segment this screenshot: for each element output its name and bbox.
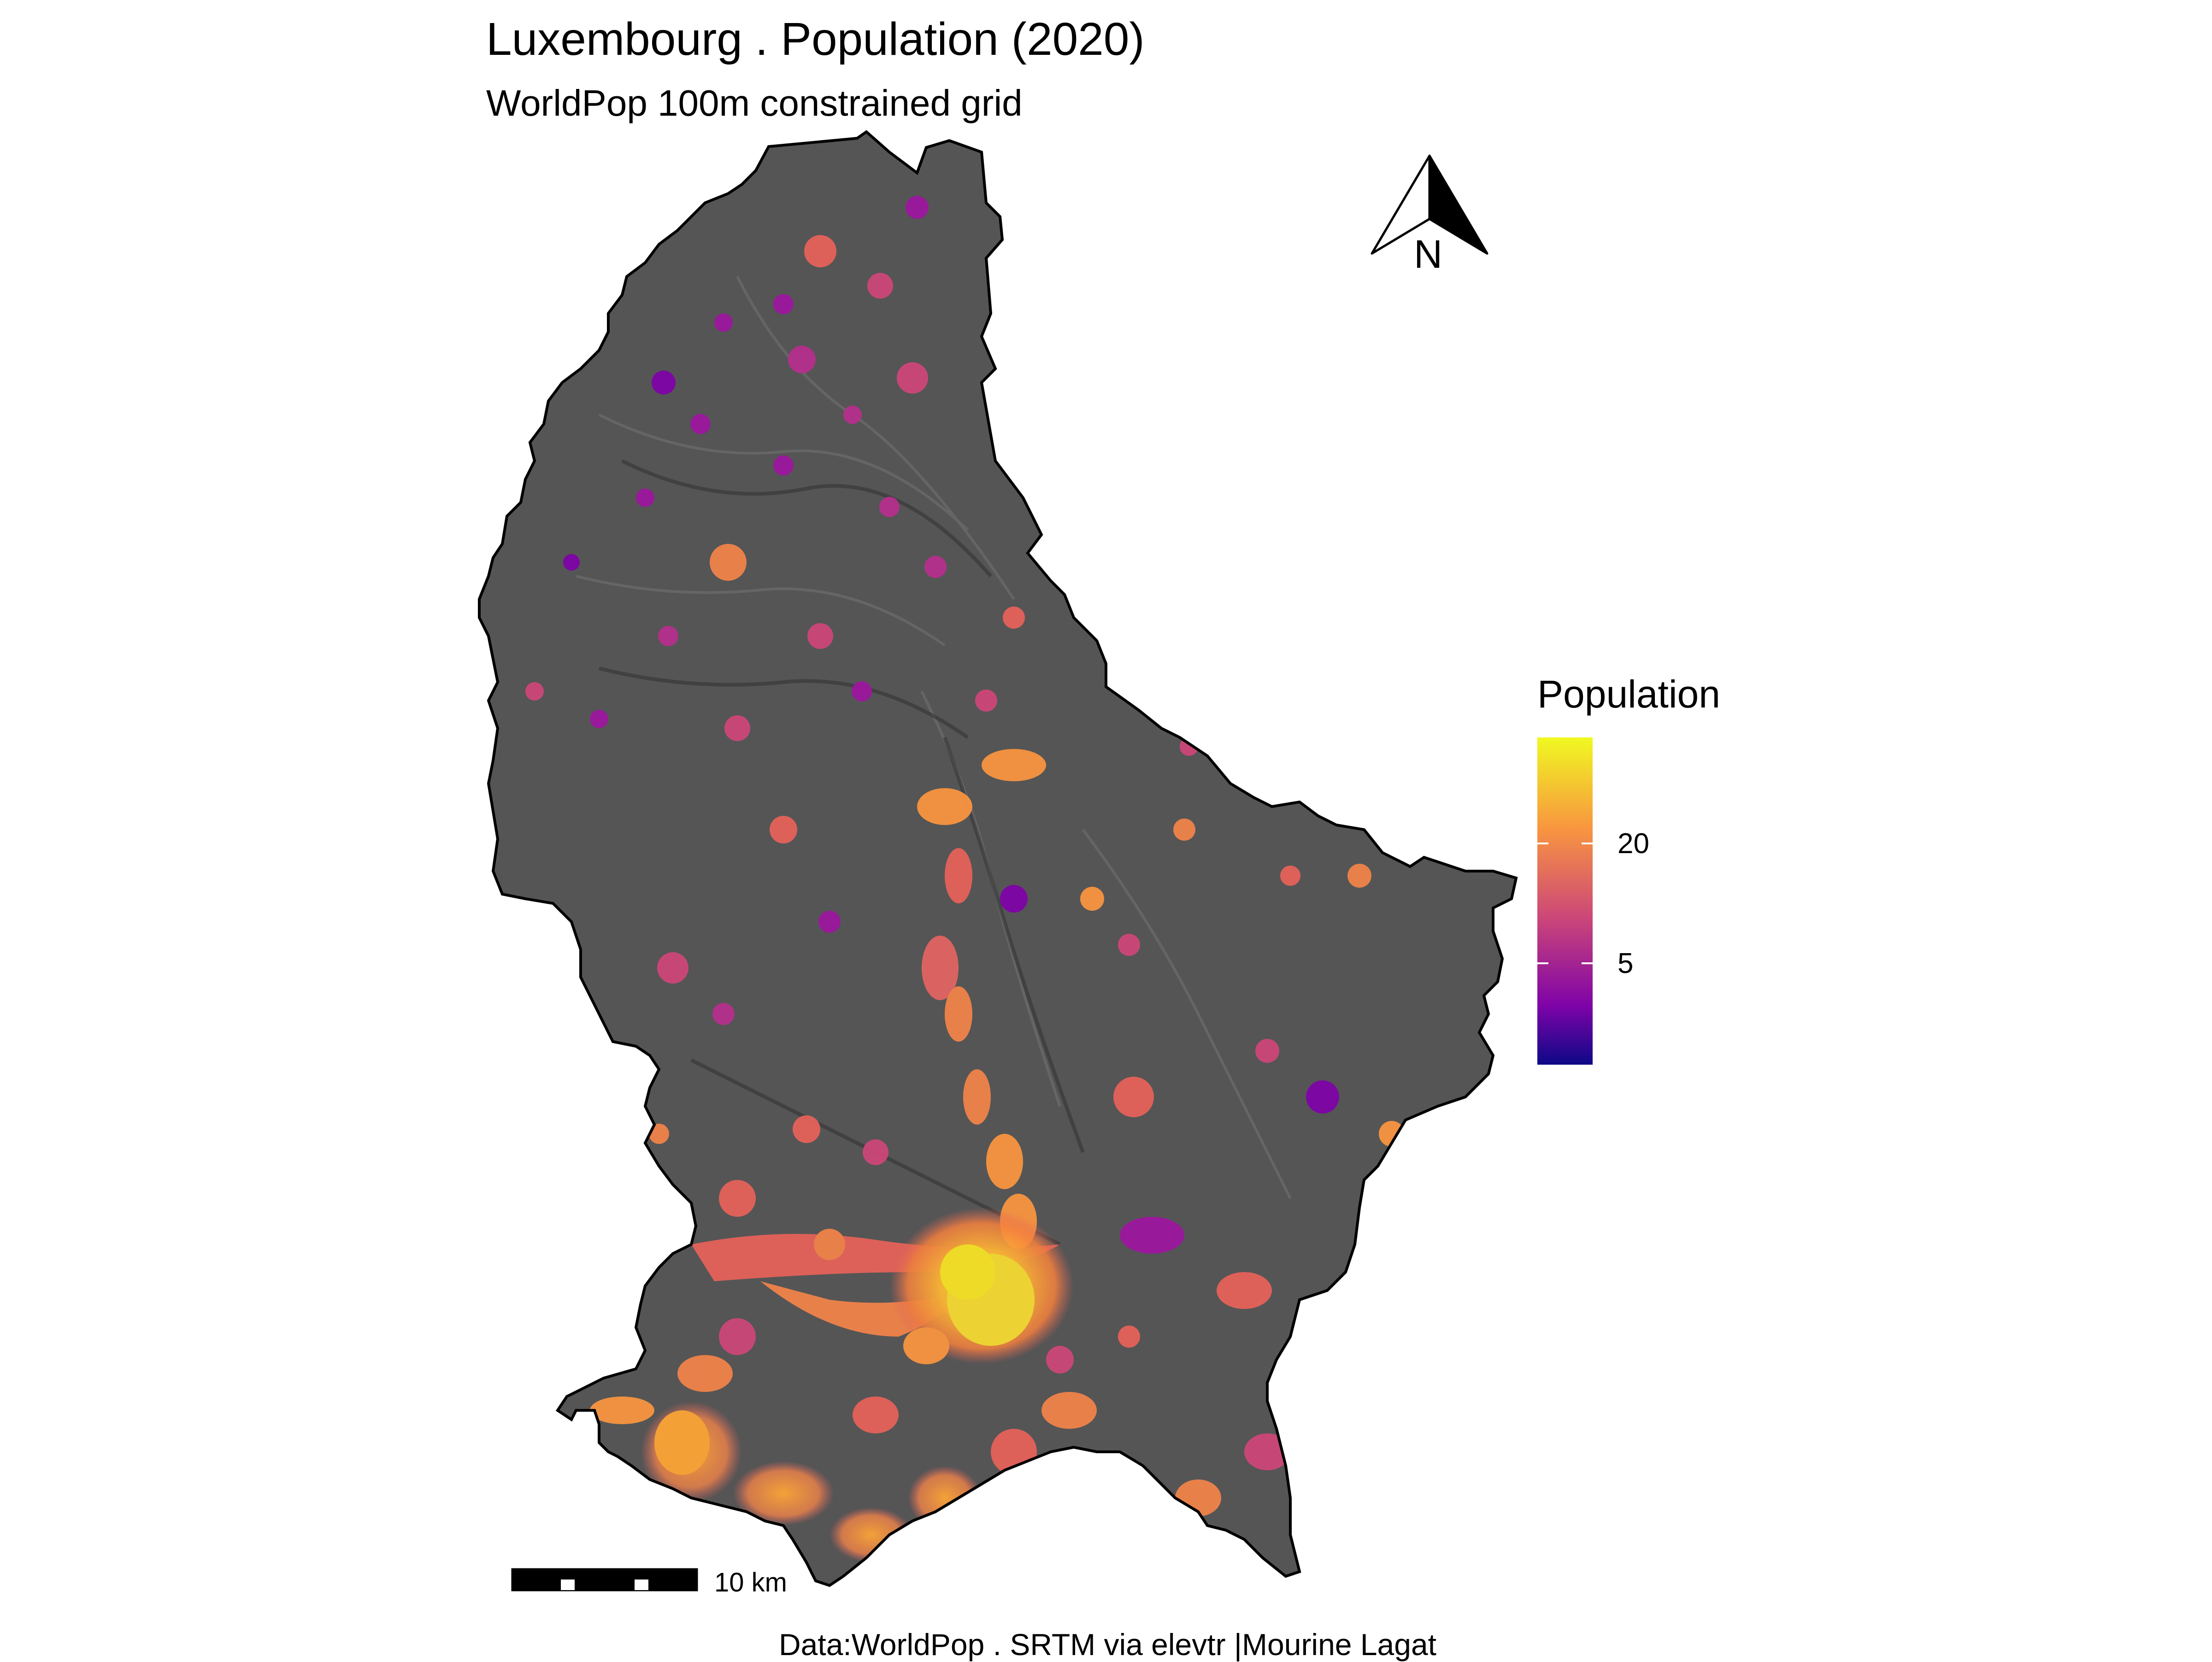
country-basemap [479, 132, 1516, 1585]
scale-bar [511, 1568, 698, 1591]
scale-bar-label: 10 km [714, 1568, 787, 1597]
legend-colorbar [1537, 737, 1593, 1065]
map-subtitle: WorldPop 100m constrained grid [486, 83, 1023, 124]
north-arrow-icon [1371, 154, 1488, 255]
legend-title: Population [1537, 672, 1720, 716]
map-title: Luxembourg . Population (2020) [486, 13, 1145, 65]
population-cells-south [590, 1208, 1302, 1562]
legend-tick-label: 5 [1618, 948, 1634, 979]
legend-tick-label: 20 [1618, 828, 1649, 860]
population-cells-north [525, 196, 1198, 756]
map-caption: Data:WorldPop . SRTM via elevtr |Mourine… [779, 1627, 1436, 1662]
north-arrow-label: N [1414, 232, 1443, 277]
population-cells-center [649, 749, 1405, 1249]
